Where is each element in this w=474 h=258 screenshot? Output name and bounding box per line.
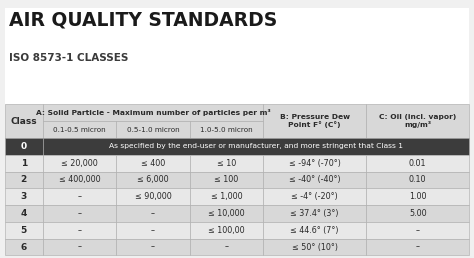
- Bar: [366, 188, 469, 205]
- Bar: [366, 205, 469, 222]
- Bar: [5, 172, 43, 188]
- Text: ≤ -94° (-70°): ≤ -94° (-70°): [289, 159, 340, 168]
- Text: ≤ 50° (10°): ≤ 50° (10°): [292, 243, 337, 252]
- Text: –: –: [78, 243, 82, 252]
- Bar: [116, 172, 190, 188]
- Text: ≤ -4° (-20°): ≤ -4° (-20°): [291, 192, 338, 201]
- Bar: [43, 104, 263, 121]
- Text: As specified by the end-user or manufacturer, and more stringent that Class 1: As specified by the end-user or manufact…: [109, 143, 403, 149]
- Bar: [116, 121, 190, 138]
- Bar: [116, 205, 190, 222]
- Text: –: –: [78, 209, 82, 218]
- Bar: [366, 172, 469, 188]
- Text: 5: 5: [21, 226, 27, 235]
- Text: ≤ 10: ≤ 10: [217, 159, 236, 168]
- Bar: [263, 222, 366, 239]
- Bar: [116, 222, 190, 239]
- Text: –: –: [416, 243, 419, 252]
- Text: –: –: [224, 243, 228, 252]
- Text: 2: 2: [21, 175, 27, 184]
- Bar: [116, 188, 190, 205]
- Text: –: –: [78, 226, 82, 235]
- Bar: [190, 222, 263, 239]
- Bar: [43, 155, 116, 172]
- Bar: [263, 172, 366, 188]
- Text: ≤ 100,00: ≤ 100,00: [208, 226, 245, 235]
- Text: ≤ 37.4° (3°): ≤ 37.4° (3°): [290, 209, 339, 218]
- Bar: [43, 205, 116, 222]
- Text: –: –: [78, 192, 82, 201]
- Text: 0: 0: [21, 142, 27, 151]
- Text: –: –: [151, 226, 155, 235]
- Text: 1.00: 1.00: [409, 192, 427, 201]
- Text: –: –: [151, 243, 155, 252]
- Text: B: Pressure Dew
Point F° (C°): B: Pressure Dew Point F° (C°): [280, 114, 349, 128]
- Text: 0.5-1.0 micron: 0.5-1.0 micron: [127, 127, 179, 133]
- Bar: [190, 155, 263, 172]
- Bar: [116, 239, 190, 255]
- Text: Class: Class: [10, 117, 37, 126]
- Bar: [366, 104, 469, 138]
- Bar: [263, 104, 366, 138]
- Text: 0.10: 0.10: [409, 175, 427, 184]
- Bar: [5, 138, 43, 155]
- Bar: [5, 8, 469, 104]
- Bar: [43, 188, 116, 205]
- Bar: [5, 205, 43, 222]
- Bar: [190, 121, 263, 138]
- Text: ≤ 400,000: ≤ 400,000: [59, 175, 100, 184]
- Bar: [43, 222, 116, 239]
- Text: ≤ 100: ≤ 100: [214, 175, 238, 184]
- Text: ≤ 10,000: ≤ 10,000: [208, 209, 245, 218]
- Bar: [263, 239, 366, 255]
- Text: 5.00: 5.00: [409, 209, 427, 218]
- Text: 1: 1: [21, 159, 27, 168]
- Bar: [43, 121, 116, 138]
- Bar: [43, 239, 116, 255]
- Text: –: –: [151, 209, 155, 218]
- Text: ≤ 44.6° (7°): ≤ 44.6° (7°): [290, 226, 339, 235]
- Bar: [5, 155, 43, 172]
- Bar: [190, 172, 263, 188]
- Bar: [366, 222, 469, 239]
- Bar: [190, 188, 263, 205]
- Bar: [366, 155, 469, 172]
- Bar: [5, 239, 43, 255]
- Text: ≤ 20,000: ≤ 20,000: [61, 159, 98, 168]
- Text: 4: 4: [20, 209, 27, 218]
- Text: 0.01: 0.01: [409, 159, 427, 168]
- Text: C: Oil (incl. vapor)
mg/m³: C: Oil (incl. vapor) mg/m³: [379, 114, 456, 128]
- Text: ≤ 90,000: ≤ 90,000: [135, 192, 171, 201]
- Text: 6: 6: [21, 243, 27, 252]
- Text: –: –: [416, 226, 419, 235]
- Bar: [263, 155, 366, 172]
- Bar: [263, 188, 366, 205]
- Bar: [5, 222, 43, 239]
- Text: A: Solid Particle - Maximum number of particles per m³: A: Solid Particle - Maximum number of pa…: [36, 109, 270, 116]
- Text: ≤ 6,000: ≤ 6,000: [137, 175, 169, 184]
- Bar: [190, 239, 263, 255]
- Bar: [116, 155, 190, 172]
- Bar: [366, 239, 469, 255]
- Bar: [43, 172, 116, 188]
- Text: AIR QUALITY STANDARDS: AIR QUALITY STANDARDS: [9, 10, 278, 29]
- Text: 1.0-5.0 micron: 1.0-5.0 micron: [200, 127, 253, 133]
- Text: ≤ 1,000: ≤ 1,000: [210, 192, 242, 201]
- Text: ≤ 400: ≤ 400: [141, 159, 165, 168]
- Bar: [190, 205, 263, 222]
- Text: 3: 3: [21, 192, 27, 201]
- Bar: [5, 188, 43, 205]
- Bar: [263, 205, 366, 222]
- Text: ≤ -40° (-40°): ≤ -40° (-40°): [289, 175, 340, 184]
- Text: 0.1-0.5 micron: 0.1-0.5 micron: [53, 127, 106, 133]
- Bar: [43, 138, 469, 155]
- Bar: [5, 104, 43, 138]
- Text: ISO 8573-1 CLASSES: ISO 8573-1 CLASSES: [9, 53, 129, 63]
